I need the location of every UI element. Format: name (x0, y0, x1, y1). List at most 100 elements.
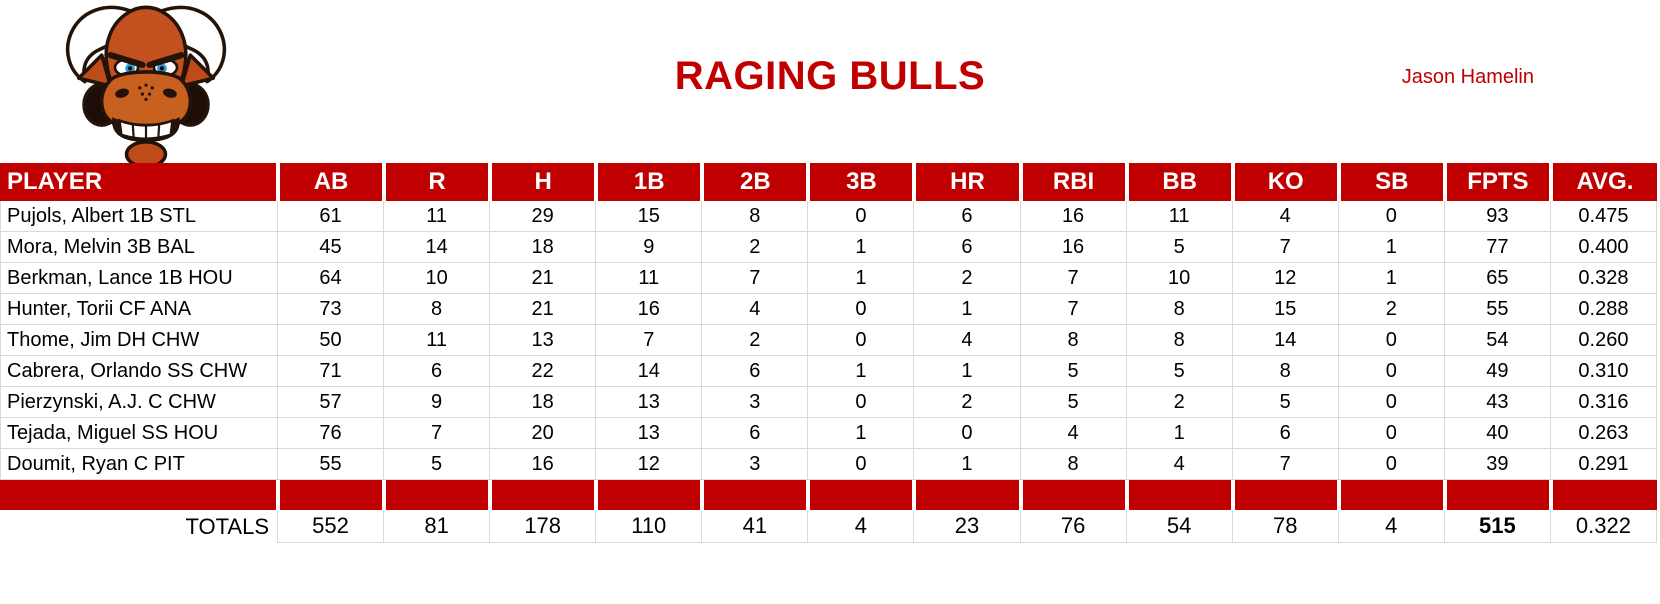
stat-cell: 21 (490, 263, 597, 294)
total-stat-cell: 81 (384, 510, 491, 543)
stat-cell: 0.288 (1550, 294, 1657, 325)
stat-cell: 0 (1338, 387, 1445, 418)
stat-cell: 93 (1444, 201, 1551, 232)
total-stat-cell: 552 (278, 510, 385, 543)
stat-cell: 1 (1126, 418, 1233, 449)
stat-cell: 15 (596, 201, 703, 232)
stat-cell: 0 (914, 418, 1021, 449)
stat-cell: 54 (1444, 325, 1551, 356)
stat-cell: 0 (1338, 325, 1445, 356)
stat-cell: 0.291 (1550, 449, 1657, 480)
player-row: Thome, Jim DH CHW 50 11 13 7 2 0 4 8 8 14 0 54 0.260 (0, 325, 1657, 356)
stat-cell: 1 (914, 356, 1021, 387)
stat-cell: 8 (1020, 325, 1127, 356)
column-header-r: R (384, 163, 491, 201)
stat-cell: 1 (808, 232, 915, 263)
player-row: Berkman, Lance 1B HOU 64 10 21 11 7 1 2 7 10 12 1 65… (0, 263, 1657, 294)
stat-cell: 4 (1232, 201, 1339, 232)
stat-cell: 8 (702, 201, 809, 232)
total-stat-cell: 0.322 (1550, 510, 1657, 543)
stat-cell: 57 (278, 387, 385, 418)
stat-cell: 8 (1232, 356, 1339, 387)
stat-cell: 0.263 (1550, 418, 1657, 449)
stat-cell: 39 (1444, 449, 1551, 480)
stat-cell: 0.260 (1550, 325, 1657, 356)
player-row: Doumit, Ryan C PIT 55 5 16 12 3 0 1 8 4 7 0 39 0.291 (0, 449, 1657, 480)
stat-cell: 6 (1232, 418, 1339, 449)
stat-cell: 11 (596, 263, 703, 294)
player-row: Mora, Melvin 3B BAL 45 14 18 9 2 1 6 16 5 7 1 77 0.40… (0, 232, 1657, 263)
stat-cell: 5 (1232, 387, 1339, 418)
stat-cell: 0 (808, 387, 915, 418)
column-header-bb: BB (1126, 163, 1233, 201)
stat-cell: 5 (1126, 356, 1233, 387)
stat-cell: 0.310 (1550, 356, 1657, 387)
separator-cell (702, 480, 809, 510)
stat-cell: 1 (1338, 263, 1445, 294)
stat-cell: 0 (1338, 356, 1445, 387)
stat-cell: 49 (1444, 356, 1551, 387)
stat-cell: 76 (278, 418, 385, 449)
player-row: Pierzynski, A.J. C CHW 57 9 18 13 3 0 2 5 2 5 0 43 0.… (0, 387, 1657, 418)
stat-cell: 16 (596, 294, 703, 325)
stat-cell: 4 (702, 294, 809, 325)
stat-cell: 0 (808, 294, 915, 325)
column-header-fpts: FPTS (1444, 163, 1551, 201)
stat-cell: 55 (278, 449, 385, 480)
stat-cell: 2 (1338, 294, 1445, 325)
column-header-1b: 1B (596, 163, 703, 201)
column-header-2b: 2B (702, 163, 809, 201)
stat-cell: 7 (702, 263, 809, 294)
total-stat-cell: 54 (1126, 510, 1233, 543)
stat-cell: 7 (1232, 232, 1339, 263)
total-stat-cell: 515 (1444, 510, 1551, 543)
stat-cell: 0 (1338, 449, 1445, 480)
separator-row (0, 480, 1657, 510)
stat-cell: 2 (914, 387, 1021, 418)
column-header-3b: 3B (808, 163, 915, 201)
stat-cell: 10 (384, 263, 491, 294)
stat-cell: 7 (1232, 449, 1339, 480)
stat-cell: 8 (1126, 325, 1233, 356)
total-stat-cell: 4 (808, 510, 915, 543)
stat-cell: 21 (490, 294, 597, 325)
stat-cell: 12 (596, 449, 703, 480)
stat-cell: 8 (1020, 449, 1127, 480)
player-name-cell: Cabrera, Orlando SS CHW (0, 356, 278, 387)
separator-cell (914, 480, 1021, 510)
stat-cell: 71 (278, 356, 385, 387)
stat-cell: 0 (808, 201, 915, 232)
totals-row: TOTALS 552 81 178 110 41 4 23 76 54 78 4 515 0.322 (0, 510, 1657, 543)
stat-cell: 0 (1338, 201, 1445, 232)
stat-cell: 8 (1126, 294, 1233, 325)
stat-cell: 0 (808, 325, 915, 356)
owner-name: Jason Hamelin (1401, 66, 1534, 88)
total-stat-cell: 4 (1338, 510, 1445, 543)
stat-cell: 7 (1020, 294, 1127, 325)
player-name-cell: Berkman, Lance 1B HOU (0, 263, 278, 294)
player-row: Cabrera, Orlando SS CHW 71 6 22 14 6 1 1 5 5 8 0 49 0… (0, 356, 1657, 387)
stat-cell: 11 (1126, 201, 1233, 232)
player-row: Pujols, Albert 1B STL 61 11 29 15 8 0 6 16 11 4 0 93… (0, 201, 1657, 232)
stat-cell: 6 (914, 201, 1021, 232)
stat-cell: 1 (808, 418, 915, 449)
stat-cell: 7 (596, 325, 703, 356)
stat-cell: 55 (1444, 294, 1551, 325)
total-stat-cell: 178 (490, 510, 597, 543)
table-header-row: PLAYER AB R H 1B 2B 3B HR RBI BB KO SB FPTS AVG. (0, 163, 1657, 201)
stat-cell: 13 (490, 325, 597, 356)
stat-cell: 64 (278, 263, 385, 294)
stat-cell: 12 (1232, 263, 1339, 294)
stat-cell: 11 (384, 325, 491, 356)
stat-cell: 9 (596, 232, 703, 263)
stat-cell: 11 (384, 201, 491, 232)
bull-mascot-icon (57, 2, 235, 172)
player-name-cell: Tejada, Miguel SS HOU (0, 418, 278, 449)
stat-cell: 15 (1232, 294, 1339, 325)
stat-cell: 1 (914, 449, 1021, 480)
total-stat-cell: 76 (1020, 510, 1127, 543)
stat-cell: 5 (1020, 387, 1127, 418)
stat-cell: 8 (384, 294, 491, 325)
total-stat-cell: 23 (914, 510, 1021, 543)
stat-cell: 2 (1126, 387, 1233, 418)
